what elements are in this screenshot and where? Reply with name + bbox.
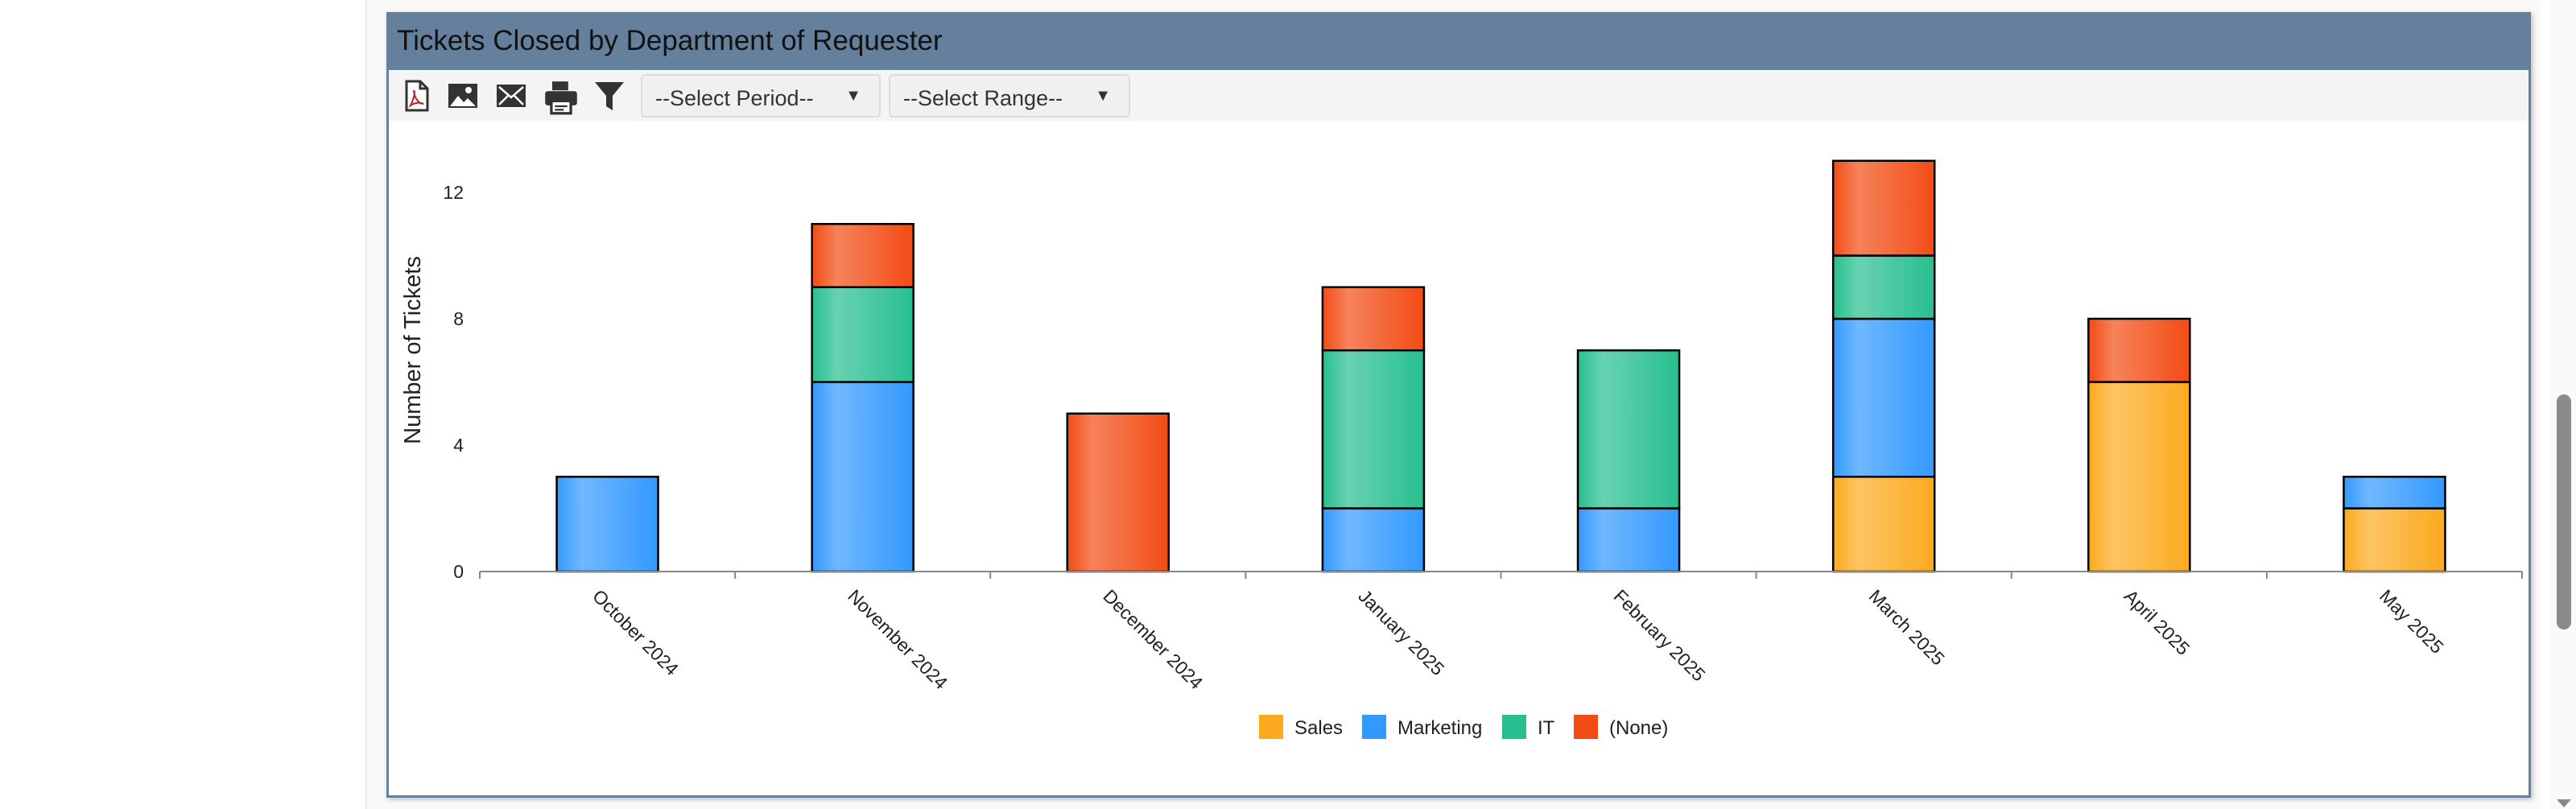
print-icon[interactable] (543, 80, 577, 115)
y-axis-title: Number of Tickets (400, 256, 426, 444)
x-tick-label: October 2024 (588, 585, 683, 679)
bar-segment-none-2[interactable] (1066, 412, 1170, 573)
filter-icon[interactable] (593, 80, 625, 112)
x-tick-label: December 2024 (1099, 585, 1207, 693)
x-tick-label: March 2025 (1865, 585, 1949, 669)
scrollbar-thumb[interactable] (2557, 394, 2571, 629)
y-tick-label: 4 (453, 435, 464, 456)
legend-label[interactable]: (None) (1609, 717, 1668, 739)
x-tick-label: April 2025 (2120, 585, 2194, 659)
chevron-down-icon: ▼ (845, 87, 861, 105)
bar-segment-it-5[interactable] (1831, 254, 1936, 320)
bar-segment-none-6[interactable] (2087, 317, 2191, 383)
bar-segment-none-1[interactable] (811, 223, 914, 288)
range-select[interactable]: --Select Range-- ▼ (889, 74, 1130, 118)
x-tick-label: May 2025 (2376, 585, 2448, 658)
bar-segment-marketing-3[interactable] (1321, 507, 1426, 573)
legend-label[interactable]: IT (1538, 717, 1555, 739)
bar-segment-sales-7[interactable] (2343, 507, 2446, 573)
bar-segment-marketing-7[interactable] (2343, 476, 2446, 510)
legend-label[interactable]: Marketing (1397, 717, 1482, 739)
bar-segment-marketing-1[interactable] (811, 381, 914, 573)
bar-segment-marketing-4[interactable] (1576, 507, 1681, 573)
y-tick-label: 8 (453, 308, 464, 329)
bar-segment-sales-5[interactable] (1831, 476, 1936, 573)
bar-segment-marketing-0[interactable] (555, 476, 659, 573)
x-tick-label: February 2025 (1610, 585, 1710, 685)
y-tick-label: 12 (443, 182, 464, 203)
x-tick-label: January 2025 (1354, 585, 1448, 679)
scroll-down-arrow-icon[interactable] (2557, 799, 2571, 807)
bar-segment-marketing-5[interactable] (1831, 317, 1936, 478)
sidebar (0, 0, 367, 809)
x-tick-label: November 2024 (844, 585, 952, 693)
panel-header: Tickets Closed by Department of Requeste… (389, 12, 2529, 70)
y-tick-label: 0 (453, 561, 464, 582)
pdf-icon[interactable] (400, 80, 432, 112)
bar-segment-sales-6[interactable] (2087, 381, 2191, 573)
image-icon[interactable] (447, 80, 479, 112)
period-select-value: --Select Period-- (655, 86, 814, 110)
bar-segment-none-3[interactable] (1321, 286, 1426, 352)
bar-segment-it-4[interactable] (1576, 349, 1681, 510)
legend-swatch[interactable] (1502, 715, 1526, 739)
legend-swatch[interactable] (1259, 715, 1283, 739)
panel-title: Tickets Closed by Department of Requeste… (397, 25, 943, 56)
period-select[interactable]: --Select Period-- ▼ (641, 74, 881, 118)
email-icon[interactable] (495, 80, 527, 112)
legend-swatch[interactable] (1574, 715, 1598, 739)
toolbar: --Select Period-- ▼ --Select Range-- ▼ (389, 70, 2529, 121)
chevron-down-icon: ▼ (1095, 87, 1111, 105)
legend-label[interactable]: Sales (1294, 717, 1343, 739)
legend-swatch[interactable] (1362, 715, 1386, 739)
bar-segment-it-3[interactable] (1321, 349, 1426, 510)
bar-segment-none-5[interactable] (1831, 159, 1936, 257)
bar-segment-it-1[interactable] (811, 286, 914, 383)
range-select-value: --Select Range-- (903, 86, 1063, 110)
